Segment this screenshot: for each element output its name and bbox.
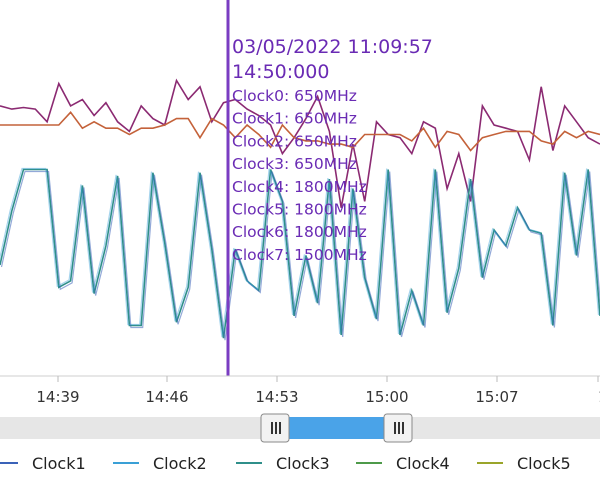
- cursor-layer: 03/05/2022 11:09:57 14:50:000 Clock0: 65…: [226, 0, 433, 376]
- legend-item-clock3[interactable]: Clock3: [236, 454, 330, 473]
- x-tick-label: 14:53: [255, 388, 298, 406]
- legend-item-clock4[interactable]: Clock4: [356, 454, 450, 473]
- cursor-readout-3: Clock3: 650MHz: [232, 155, 357, 173]
- legend-label: Clock1: [32, 454, 86, 473]
- x-tick-label: 15: [598, 388, 600, 406]
- legend: Clock1 Clock2 Clock3 Clock4 Clock5: [0, 454, 571, 473]
- range-scrollbar[interactable]: [0, 413, 600, 443]
- scroll-handle-left[interactable]: [260, 413, 290, 443]
- x-tick-label: 15:07: [475, 388, 518, 406]
- legend-item-clock1[interactable]: Clock1: [0, 454, 86, 473]
- cursor-readout-1: Clock1: 650MHz: [232, 110, 357, 128]
- cursor-time: 14:50:000: [232, 61, 329, 83]
- scroll-range-fill[interactable]: [275, 417, 397, 439]
- cursor-readout-0: Clock0: 650MHz: [232, 87, 357, 105]
- x-tick-label: 14:46: [145, 388, 188, 406]
- legend-item-clock5[interactable]: Clock5: [477, 454, 571, 473]
- series-layer: [0, 78, 600, 341]
- cursor-readout-7: Clock7: 1500MHz: [232, 246, 367, 264]
- x-tick-label: 14:39: [36, 388, 79, 406]
- legend-item-clock2[interactable]: Clock2: [113, 454, 207, 473]
- x-axis-ticks: 14:39 14:46 14:53 15:00 15:07 15: [36, 376, 600, 406]
- cursor-date-time: 03/05/2022 11:09:57: [232, 36, 433, 58]
- cursor-readout-6: Clock6: 1800MHz: [232, 223, 367, 241]
- series-line-1: [0, 78, 600, 208]
- cursor-readout-5: Clock5: 1800MHz: [232, 201, 367, 219]
- legend-label: Clock5: [517, 454, 571, 473]
- legend-label: Clock4: [396, 454, 450, 473]
- cursor-readout-2: Clock2: 650MHz: [232, 132, 357, 150]
- x-tick-label: 15:00: [365, 388, 408, 406]
- series-line-overlay-1: [0, 170, 600, 341]
- legend-label: Clock2: [153, 454, 207, 473]
- series-line-overlay-2: [0, 167, 600, 338]
- cursor-readouts: Clock0: 650MHz Clock1: 650MHz Clock2: 650M…: [232, 87, 367, 264]
- cursor-readout-4: Clock4: 1800MHz: [232, 178, 367, 196]
- scroll-handle-right[interactable]: [383, 413, 413, 443]
- legend-label: Clock3: [276, 454, 330, 473]
- series-line-2: [0, 111, 600, 152]
